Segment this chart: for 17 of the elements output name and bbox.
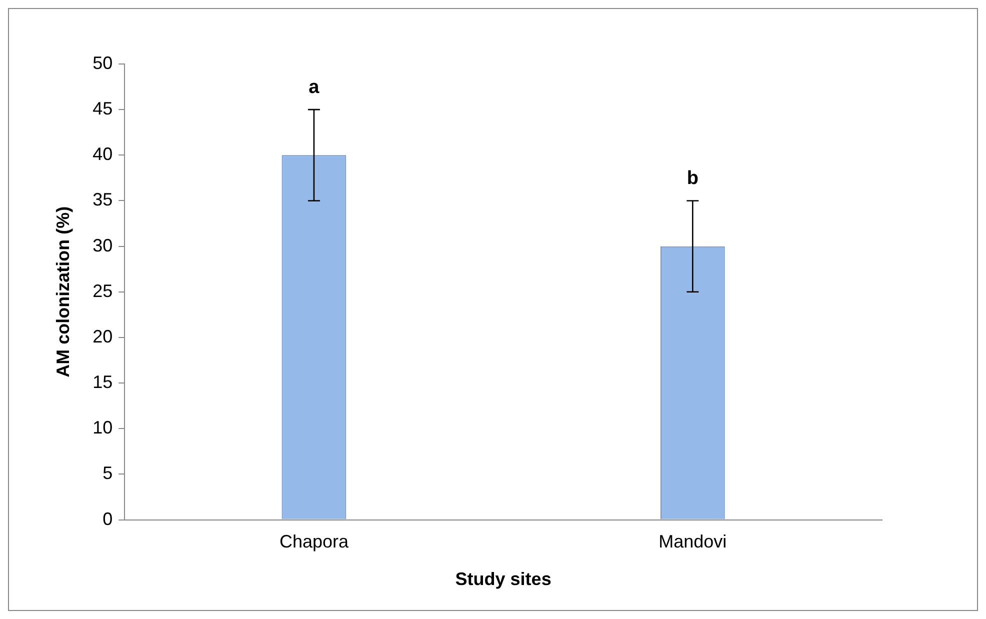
y-tick-label: 0: [102, 508, 113, 529]
annotation: a: [308, 76, 320, 98]
y-tick-label: 10: [92, 418, 113, 438]
y-tick-label: 20: [92, 326, 113, 346]
x-tick-label: Chapora: [279, 532, 350, 552]
y-tick-label: 50: [92, 52, 113, 73]
y-tick-label: 40: [92, 144, 113, 164]
y-tick-label: 15: [92, 372, 113, 392]
y-tick-label: 25: [92, 280, 113, 301]
y-tick-label: 35: [92, 190, 113, 210]
y-axis-title: AM colonization (%): [52, 206, 73, 378]
x-tick-label: Mandovi: [658, 532, 727, 552]
y-tick-label: 45: [92, 98, 113, 119]
annotation: b: [686, 168, 698, 189]
y-tick-label: 5: [102, 463, 113, 484]
x-axis-title: Study sites: [455, 569, 552, 590]
y-tick-label: 30: [92, 235, 113, 256]
